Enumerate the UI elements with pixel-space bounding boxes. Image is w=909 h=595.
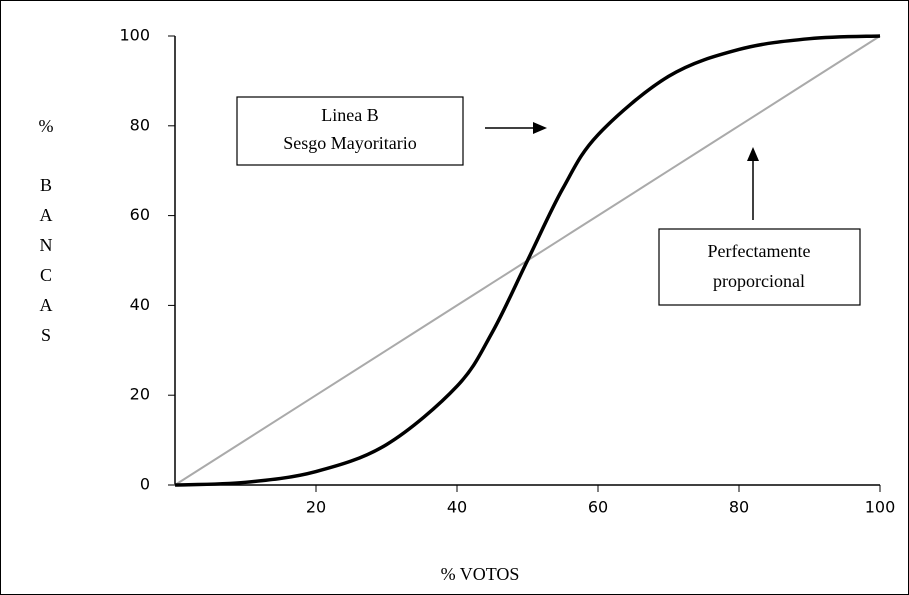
annotation-box xyxy=(236,96,464,166)
y-tick-label: 60 xyxy=(130,205,150,224)
x-tick-label: 60 xyxy=(588,498,608,517)
y-tick-label: 40 xyxy=(130,295,150,314)
y-tick-label: 0 xyxy=(140,475,150,494)
annotation-text: Perfectamente xyxy=(708,241,811,261)
y-tick-label: 80 xyxy=(130,115,150,134)
arrow xyxy=(485,122,547,134)
y-axis-label: % xyxy=(39,116,54,136)
y-tick-label: 20 xyxy=(130,385,150,404)
x-tick-label: 80 xyxy=(729,498,749,517)
x-tick-label: 40 xyxy=(447,498,467,517)
x-tick-label: 20 xyxy=(306,498,326,517)
y-tick-label: 100 xyxy=(119,26,150,45)
annotation-box xyxy=(658,228,861,306)
x-axis-label: % VOTOS xyxy=(441,564,520,584)
annotation-text: Linea B xyxy=(321,105,378,125)
arrow xyxy=(747,147,759,220)
x-tick-label: 100 xyxy=(865,498,896,517)
annotation-text: Sesgo Mayoritario xyxy=(283,133,416,153)
annotation-text: proporcional xyxy=(713,271,805,291)
line xyxy=(174,34,881,487)
